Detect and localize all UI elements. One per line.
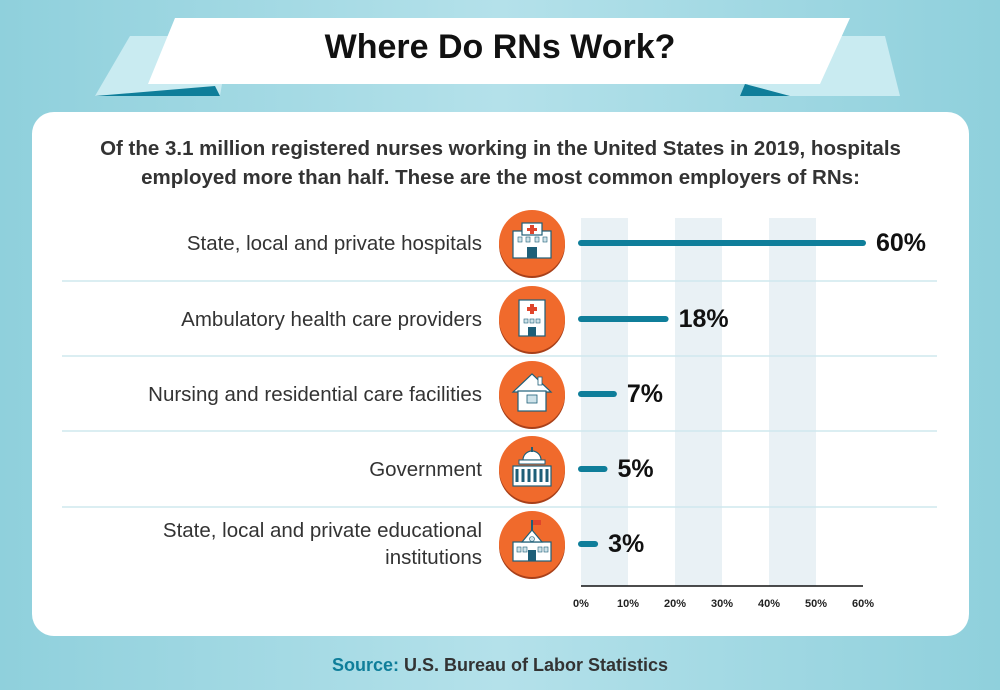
grid-band [581,218,628,586]
x-tick-label: 60% [852,598,874,610]
category-label: Government [369,458,482,481]
x-tick-label: 0% [573,598,589,610]
source-label: Source: [331,655,399,675]
category-label: State, local and private educational [163,519,482,542]
value-label: 18% [679,305,729,333]
title-banner [0,0,1000,100]
x-tick-label: 40% [758,598,780,610]
grid-band [675,218,722,586]
house-icon [499,361,565,429]
category-label: institutions [385,546,482,569]
banner-ribbon [148,18,850,84]
value-label: 60% [876,229,926,257]
source-text: U.S. Bureau of Labor Statistics [398,655,669,675]
intro-line-2: employed more than half. These are the m… [141,166,860,189]
category-label: Nursing and residential care facilities [148,383,482,406]
school-icon [499,511,565,579]
hospital-icon [499,210,565,278]
x-tick-label: 50% [805,598,827,610]
clinic-icon [499,286,565,354]
value-label: 3% [608,530,644,558]
category-label: Ambulatory health care providers [181,308,482,331]
grid-band [769,218,816,586]
page-title: Where Do RNs Work? [324,28,676,66]
intro-line-1: Of the 3.1 million registered nurses wor… [100,137,901,160]
value-label: 5% [618,455,654,483]
x-tick-label: 20% [664,598,686,610]
government-building-icon [499,436,565,504]
x-tick-label: 30% [711,598,733,610]
intro-text: Of the 3.1 million registered nurses wor… [32,134,969,192]
x-tick-label: 10% [617,598,639,610]
source-note: Source: U.S. Bureau of Labor Statistics [0,655,1000,676]
value-label: 7% [627,380,663,408]
category-label: State, local and private hospitals [187,232,482,255]
